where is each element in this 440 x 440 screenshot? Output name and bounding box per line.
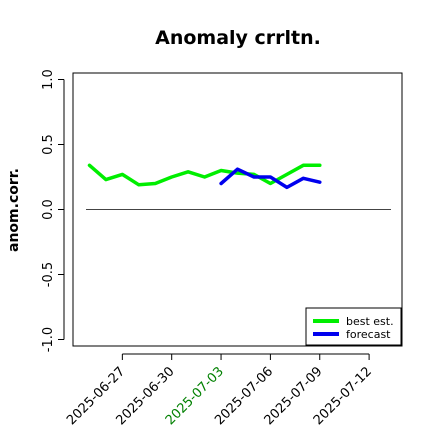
chart-title: Anomaly crrltn. <box>155 27 321 49</box>
y-axis-label: anom.corr. <box>6 168 22 252</box>
y-tick-label: -0.5 <box>41 262 56 287</box>
y-tick-label: 0.5 <box>41 134 56 155</box>
series-layer <box>87 163 322 190</box>
y-tick-label: 1.0 <box>41 69 56 90</box>
legend-box <box>305 307 402 346</box>
y-axis: -1.0 -0.5 0.0 0.5 1.0 <box>41 69 65 352</box>
y-tick-label: -1.0 <box>41 327 56 352</box>
plot-frame <box>72 72 403 347</box>
series-line-forecast <box>219 167 322 190</box>
legend-label-forecast: forecast <box>346 328 391 341</box>
x-axis: 2025-06-272025-06-302025-07-032025-07-06… <box>64 353 375 428</box>
y-tick-label: 0.0 <box>41 199 56 220</box>
legend-label-best-est: best est. <box>346 315 394 328</box>
series-line-best-est <box>87 163 322 187</box>
legend: best est. forecast <box>305 307 402 346</box>
